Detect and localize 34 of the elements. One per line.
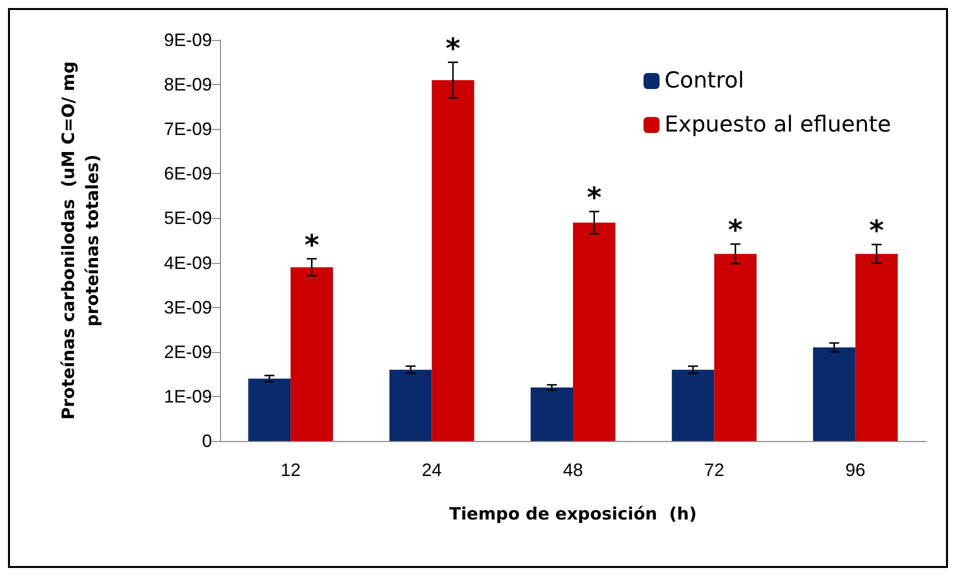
bar — [672, 370, 714, 441]
bar — [248, 378, 291, 441]
x-tick-label: 96 — [845, 460, 866, 480]
bar — [389, 370, 432, 441]
y-tick-label: 2E-09 — [164, 342, 212, 362]
annotation: * — [728, 214, 744, 247]
bar — [290, 267, 333, 441]
y-tick-label: 8E-09 — [164, 74, 212, 95]
x-tick-label: 12 — [280, 460, 301, 480]
legend-label: Control — [664, 68, 744, 94]
bar — [573, 222, 616, 441]
x-tick-label: 72 — [704, 460, 724, 480]
x-tick-label: 24 — [422, 460, 442, 480]
bar — [714, 254, 757, 441]
y-tick-label: 5E-09 — [164, 208, 212, 228]
bar — [855, 254, 898, 441]
bar — [530, 388, 573, 441]
y-tick-label: 3E-09 — [164, 297, 212, 318]
y-axis-title: Proteínas carbonilodas (uM C=O/ mg proteínas totales) — [59, 61, 103, 420]
y-tick-label: 1E-09 — [164, 386, 212, 406]
legend-label: Expuesto al efluente — [664, 112, 891, 138]
bar — [813, 347, 856, 441]
y-tick-label: 6E-09 — [164, 164, 212, 184]
y-tick-label: 0 — [202, 431, 212, 451]
y-tick-label: 9E-09 — [164, 30, 212, 50]
annotation: * — [586, 181, 602, 214]
bar — [432, 80, 474, 441]
y-tick-label: 4E-09 — [164, 252, 212, 273]
x-axis-title: Tiempo de exposición (h) — [449, 504, 697, 524]
y-tick-label: 7E-09 — [164, 119, 212, 140]
annotation: * — [869, 214, 884, 248]
annotation: * — [304, 228, 320, 262]
annotation: * — [446, 32, 461, 65]
x-tick-label: 48 — [562, 460, 584, 480]
